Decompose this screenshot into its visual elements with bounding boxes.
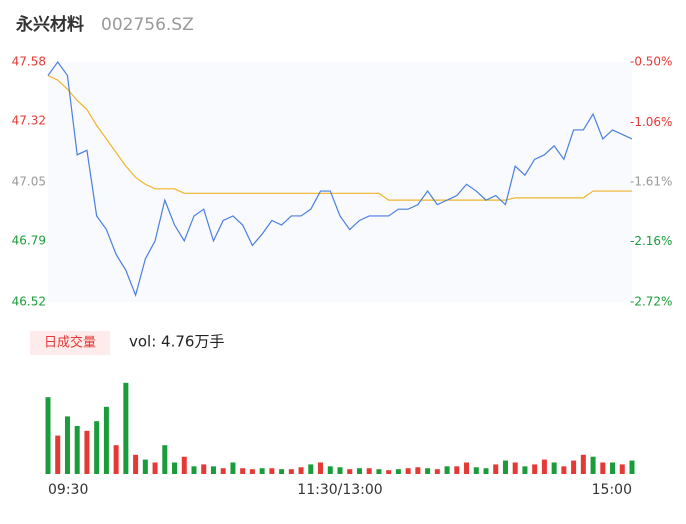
volume-bar [405,468,411,474]
volume-bar [532,464,538,474]
stock-code: 002756.SZ [101,15,194,35]
volume-bar [483,468,489,474]
volume-bar [279,469,285,474]
volume-bar [269,468,275,474]
x-tick-label: 11:30/13:00 [297,482,382,498]
average-line [47,75,632,201]
volume-tab-label: 日成交量 [44,335,96,351]
volume-tab [30,331,110,355]
volume-bar [133,454,139,474]
volume-bar [619,464,625,474]
volume-bar [356,468,362,474]
volume-bar [425,468,431,474]
volume-bar [210,466,216,474]
volume-bar [230,462,236,474]
y-tick-label: 47.05 [12,175,46,189]
plot-area [48,62,632,302]
y2-tick-label: -1.61% [630,175,672,189]
price-line [47,60,633,298]
volume-bar [74,426,80,474]
volume-bar [610,462,616,474]
volume-bar [415,467,421,474]
volume-bar [493,464,499,474]
volume-bar [522,466,528,474]
volume-bar [473,467,479,474]
volume-bar [181,456,187,474]
volume-bar [240,468,246,474]
volume-bar [464,462,470,474]
volume-bar [386,470,392,474]
volume-bar [434,469,440,474]
volume-bar [201,464,207,474]
stock-name: 永兴材料 [15,14,84,35]
volume-bar [259,468,265,474]
volume-bar [376,469,382,474]
y-tick-label: 46.52 [12,295,46,309]
volume-bar [103,406,109,474]
x-tick-label: 15:00 [592,482,632,498]
volume-bar [45,397,51,474]
x-tick-label: 09:30 [48,482,88,498]
volume-bar [113,445,119,474]
volume-bar [318,462,324,474]
volume-bar [55,435,61,474]
volume-bar [454,466,460,474]
volume-bar [308,464,314,474]
volume-bar [561,466,567,474]
volume-bar [327,466,333,474]
volume-bar [249,469,255,474]
volume-bar [551,462,557,474]
y-tick-label: 47.58 [12,55,46,69]
volume-bar [152,462,158,474]
volume-bar [629,460,635,474]
y-tick-label: 46.79 [12,233,46,247]
volume-bar [94,421,100,474]
volume-bar [142,459,148,474]
volume-bar [172,462,178,474]
volume-bar [162,445,168,474]
y2-tick-label: -2.16% [630,234,672,248]
volume-bar [347,469,353,474]
volume-bar [366,468,372,474]
y2-tick-label: -2.72% [630,295,672,309]
y2-tick-label: -0.50% [630,55,672,69]
volume-bar [512,462,518,474]
volume-bar [590,456,596,474]
volume-bar [220,468,226,474]
volume-bar [571,460,577,474]
volume-bar [502,460,508,474]
volume-bar [298,467,304,474]
volume-bar [84,430,90,474]
volume-bar [337,467,343,474]
volume-bar [395,469,401,474]
y2-tick-label: -1.06% [630,115,672,129]
volume-summary: vol: 4.76万手 [129,333,224,351]
volume-bar [191,466,197,474]
volume-bar [580,454,586,474]
volume-bar [541,459,547,474]
y-tick-label: 47.32 [12,113,46,127]
volume-bar [123,382,129,474]
volume-bar [444,466,450,474]
volume-bar [600,462,606,474]
volume-bar [64,416,70,474]
volume-bar [288,469,294,474]
